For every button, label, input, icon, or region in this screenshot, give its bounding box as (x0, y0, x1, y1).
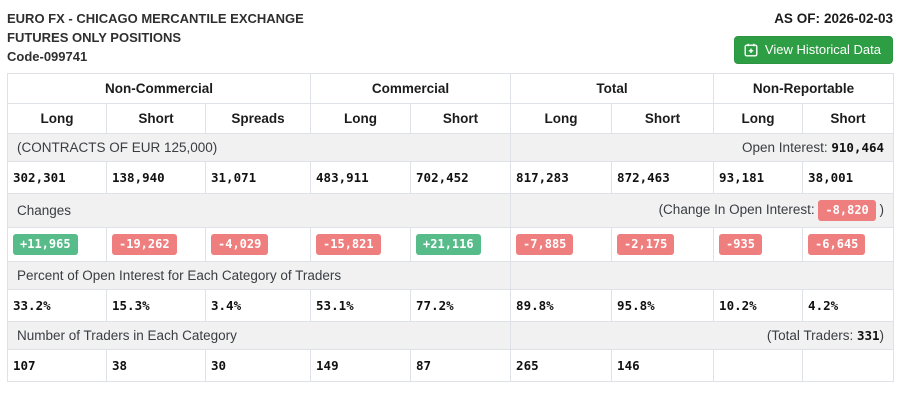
col-header-c-long: Long (310, 103, 412, 134)
col-header-nc-short: Short (106, 103, 206, 134)
col-header-t-long: Long (510, 103, 613, 134)
page-header: EURO FX - CHICAGO MERCANTILE EXCHANGE FU… (0, 0, 900, 73)
report-subtitle: FUTURES ONLY POSITIONS (7, 30, 182, 45)
percent-cell: 53.1% (310, 289, 412, 322)
percent-band-row: Percent of Open Interest for Each Catego… (6, 261, 895, 290)
change-oi-suffix: ) (879, 202, 885, 217)
group-header-total: Total (510, 73, 715, 104)
change-cell: -935 (713, 227, 804, 262)
calendar-plus-icon (744, 43, 758, 57)
col-header-nr-long: Long (713, 103, 804, 134)
contracts-band-row: (CONTRACTS OF EUR 125,000) Open Interest… (6, 133, 895, 162)
position-cell: 138,940 (106, 161, 206, 194)
change-cell: +21,116 (410, 227, 512, 262)
total-traders-prefix: (Total Traders: (766, 328, 854, 343)
traders-row: 107 38 30 149 87 265 146 (7, 349, 895, 382)
col-header-t-short: Short (611, 103, 715, 134)
report-titles: EURO FX - CHICAGO MERCANTILE EXCHANGE FU… (7, 9, 304, 66)
change-badge: -19,262 (112, 234, 177, 255)
position-cell: 872,463 (611, 161, 715, 194)
group-header-non-reportable: Non-Reportable (713, 73, 895, 104)
total-traders-cell: (Total Traders: 331) (510, 321, 895, 350)
positions-row: 302,301 138,940 31,071 483,911 702,452 8… (7, 161, 895, 194)
change-badge: -935 (719, 234, 762, 255)
position-cell: 702,452 (410, 161, 512, 194)
change-open-interest-cell: (Change In Open Interest: -8,820 ) (510, 193, 895, 228)
percent-cell: 77.2% (410, 289, 512, 322)
change-badge: -7,885 (516, 234, 574, 255)
view-historical-data-label: View Historical Data (764, 42, 881, 57)
percent-cell: 33.2% (7, 289, 107, 322)
changes-label: Changes (6, 193, 512, 228)
traders-cell: 38 (106, 349, 206, 382)
traders-cell: 149 (310, 349, 412, 382)
change-cell: -6,645 (802, 227, 895, 262)
change-badge: -4,029 (211, 234, 269, 255)
col-header-nr-short: Short (802, 103, 895, 134)
changes-row: +11,965 -19,262 -4,029 -15,821 +21,116 -… (7, 227, 895, 262)
change-badge: -6,645 (808, 234, 866, 255)
as-of-label: AS OF: (774, 11, 820, 26)
percent-cell: 89.8% (510, 289, 613, 322)
change-oi-badge: -8,820 (818, 200, 876, 221)
traders-label: Number of Traders in Each Category (6, 321, 512, 350)
open-interest-cell: Open Interest: 910,464 (510, 133, 895, 162)
traders-band-row: Number of Traders in Each Category (Tota… (6, 321, 895, 350)
change-badge: -2,175 (617, 234, 675, 255)
change-cell: -2,175 (611, 227, 715, 262)
change-cell: -4,029 (204, 227, 312, 262)
col-header-nc-long: Long (7, 103, 107, 134)
traders-cell (713, 349, 804, 382)
position-cell: 93,181 (713, 161, 804, 194)
position-cell: 31,071 (204, 161, 312, 194)
column-header-row: Long Short Spreads Long Short Long Short… (7, 103, 895, 134)
change-badge: +11,965 (13, 234, 78, 255)
change-badge: -15,821 (316, 234, 381, 255)
change-oi-prefix: (Change In Open Interest: (658, 202, 815, 217)
changes-band-row: Changes (Change In Open Interest: -8,820… (6, 193, 895, 228)
as-of-value: 2026-02-03 (823, 11, 893, 26)
change-cell: -7,885 (510, 227, 613, 262)
col-header-c-short: Short (410, 103, 512, 134)
position-cell: 38,001 (802, 161, 895, 194)
percent-cell: 10.2% (713, 289, 804, 322)
col-header-nc-spreads: Spreads (204, 103, 312, 134)
traders-cell: 265 (510, 349, 613, 382)
traders-cell: 107 (7, 349, 107, 382)
percent-cell: 3.4% (204, 289, 312, 322)
traders-cell: 146 (611, 349, 715, 382)
change-cell: -19,262 (106, 227, 206, 262)
percent-label: Percent of Open Interest for Each Catego… (6, 261, 512, 290)
total-traders-value: 331 (856, 328, 880, 343)
percent-row: 33.2% 15.3% 3.4% 53.1% 77.2% 89.8% 95.8%… (7, 289, 895, 322)
percent-cell: 4.2% (802, 289, 895, 322)
report-code: Code-099741 (7, 49, 88, 64)
position-cell: 483,911 (310, 161, 412, 194)
change-cell: -15,821 (310, 227, 412, 262)
change-badge: +21,116 (416, 234, 481, 255)
open-interest-value: 910,464 (831, 140, 885, 155)
traders-cell: 87 (410, 349, 512, 382)
group-header-commercial: Commercial (310, 73, 512, 104)
position-cell: 817,283 (510, 161, 613, 194)
open-interest-label: Open Interest: (742, 140, 828, 155)
traders-cell (802, 349, 895, 382)
total-traders-suffix: ) (879, 328, 885, 343)
contracts-label: (CONTRACTS OF EUR 125,000) (6, 133, 512, 162)
page-title: EURO FX - CHICAGO MERCANTILE EXCHANGE (7, 11, 304, 26)
group-header-row: Non-Commercial Commercial Total Non-Repo… (6, 73, 895, 104)
percent-cell: 95.8% (611, 289, 715, 322)
group-header-non-commercial: Non-Commercial (6, 73, 312, 104)
percent-band-spacer (510, 261, 895, 290)
traders-cell: 30 (204, 349, 312, 382)
cot-report-table: Non-Commercial Commercial Total Non-Repo… (6, 73, 895, 382)
view-historical-data-button[interactable]: View Historical Data (733, 36, 893, 64)
percent-cell: 15.3% (106, 289, 206, 322)
as-of-date: AS OF: 2026-02-03 (734, 11, 893, 26)
position-cell: 302,301 (7, 161, 107, 194)
change-cell: +11,965 (7, 227, 107, 262)
